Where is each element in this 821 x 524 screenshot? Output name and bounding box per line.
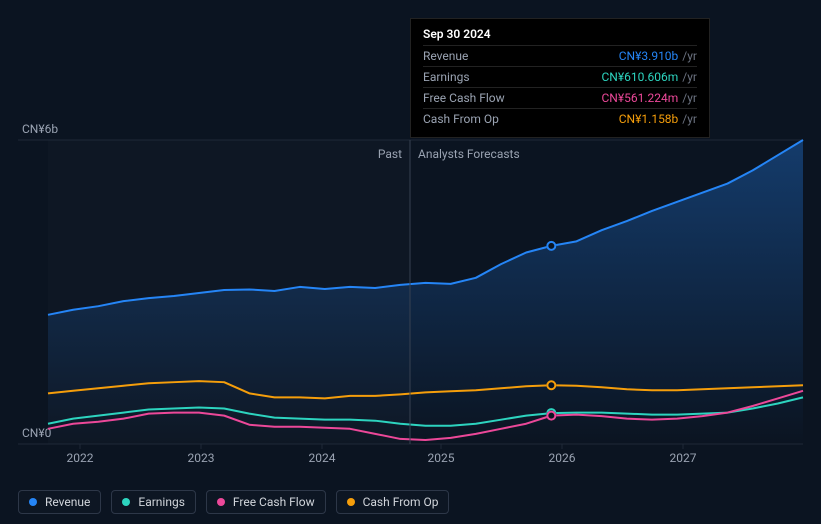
legend-item-free-cash-flow[interactable]: Free Cash Flow <box>206 490 326 514</box>
tooltip-row: Cash From Op CN¥1.158b/yr <box>423 108 697 129</box>
x-tick-label: 2027 <box>670 451 697 465</box>
tooltip-row-label: Cash From Op <box>423 112 499 126</box>
legend-swatch <box>122 498 130 506</box>
legend-swatch <box>29 498 37 506</box>
tooltip-row-value: CN¥1.158b/yr <box>619 112 697 126</box>
legend-label: Cash From Op <box>363 495 439 509</box>
tooltip-row-value: CN¥3.910b/yr <box>619 49 697 63</box>
chart-legend: Revenue Earnings Free Cash Flow Cash From O… <box>18 490 449 514</box>
legend-swatch <box>347 498 355 506</box>
legend-label: Earnings <box>138 495 185 509</box>
marker-cfo <box>547 381 555 389</box>
chart-tooltip: Sep 30 2024 Revenue CN¥3.910b/yr Earnings C… <box>410 18 710 138</box>
marker-revenue <box>547 242 555 250</box>
tooltip-row-label: Revenue <box>423 49 468 63</box>
svg-text:Past: Past <box>378 147 402 161</box>
chart-container: CN¥6b CN¥0 Past Analysts Forecasts 2022 2023 2… <box>0 0 821 524</box>
svg-text:CN¥6b: CN¥6b <box>22 122 58 136</box>
x-tick-label: 2025 <box>428 451 455 465</box>
tooltip-title: Sep 30 2024 <box>423 27 697 41</box>
tooltip-row-label: Free Cash Flow <box>423 91 505 105</box>
tooltip-row-label: Earnings <box>423 70 470 84</box>
legend-swatch <box>217 498 225 506</box>
x-tick-label: 2022 <box>67 451 94 465</box>
marker-fcf <box>547 412 555 420</box>
tooltip-row: Revenue CN¥3.910b/yr <box>423 45 697 66</box>
tooltip-row-value: CN¥610.606m/yr <box>601 70 697 84</box>
legend-item-revenue[interactable]: Revenue <box>18 490 101 514</box>
svg-text:Analysts Forecasts: Analysts Forecasts <box>418 147 520 161</box>
x-tick-label: 2026 <box>549 451 576 465</box>
legend-label: Revenue <box>45 495 90 509</box>
x-tick-label: 2024 <box>309 451 336 465</box>
legend-label: Free Cash Flow <box>233 495 315 509</box>
tooltip-row: Earnings CN¥610.606m/yr <box>423 66 697 87</box>
tooltip-row: Free Cash Flow CN¥561.224m/yr <box>423 87 697 108</box>
legend-item-earnings[interactable]: Earnings <box>111 490 196 514</box>
legend-item-cash-from-op[interactable]: Cash From Op <box>336 490 450 514</box>
svg-text:CN¥0: CN¥0 <box>22 426 52 440</box>
tooltip-row-value: CN¥561.224m/yr <box>601 91 697 105</box>
x-tick-label: 2023 <box>188 451 215 465</box>
